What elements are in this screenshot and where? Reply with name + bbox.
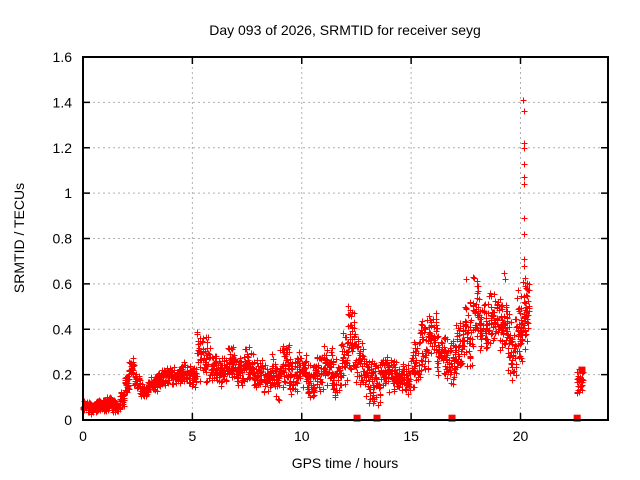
y-tick-label: 0.2 xyxy=(53,367,73,383)
y-tick-label: 0 xyxy=(64,412,72,428)
y-tick-label: 0.6 xyxy=(53,276,73,292)
axis-layer xyxy=(82,56,609,421)
y-tick-label: 0.4 xyxy=(53,321,73,337)
x-tick-label: 10 xyxy=(294,428,310,444)
y-tick-label: 0.8 xyxy=(53,231,73,247)
y-tick-label: 1.4 xyxy=(53,94,73,110)
label-layer: Day 093 of 2026, SRMTID for receiver sey… xyxy=(11,22,528,471)
x-axis-label: GPS time / hours xyxy=(292,455,399,471)
y-axis-label: SRMTID / TECUs xyxy=(11,183,27,293)
x-tick-label: 15 xyxy=(403,428,419,444)
marker-layer xyxy=(80,97,587,422)
scatter-point-square xyxy=(448,414,456,422)
x-tick-label: 20 xyxy=(513,428,529,444)
y-tick-label: 1.6 xyxy=(53,49,73,65)
scatter-point-square xyxy=(573,414,581,422)
x-tick-label: 5 xyxy=(188,428,196,444)
scatter-point-square xyxy=(353,414,361,422)
scatter-point-square xyxy=(373,414,381,422)
y-tick-label: 1 xyxy=(64,185,72,201)
scatter-point-square xyxy=(578,366,586,374)
x-tick-label: 0 xyxy=(79,428,87,444)
y-tick-label: 1.2 xyxy=(53,140,73,156)
scatter-points-plus xyxy=(80,97,587,418)
chart-title: Day 093 of 2026, SRMTID for receiver sey… xyxy=(209,22,481,38)
